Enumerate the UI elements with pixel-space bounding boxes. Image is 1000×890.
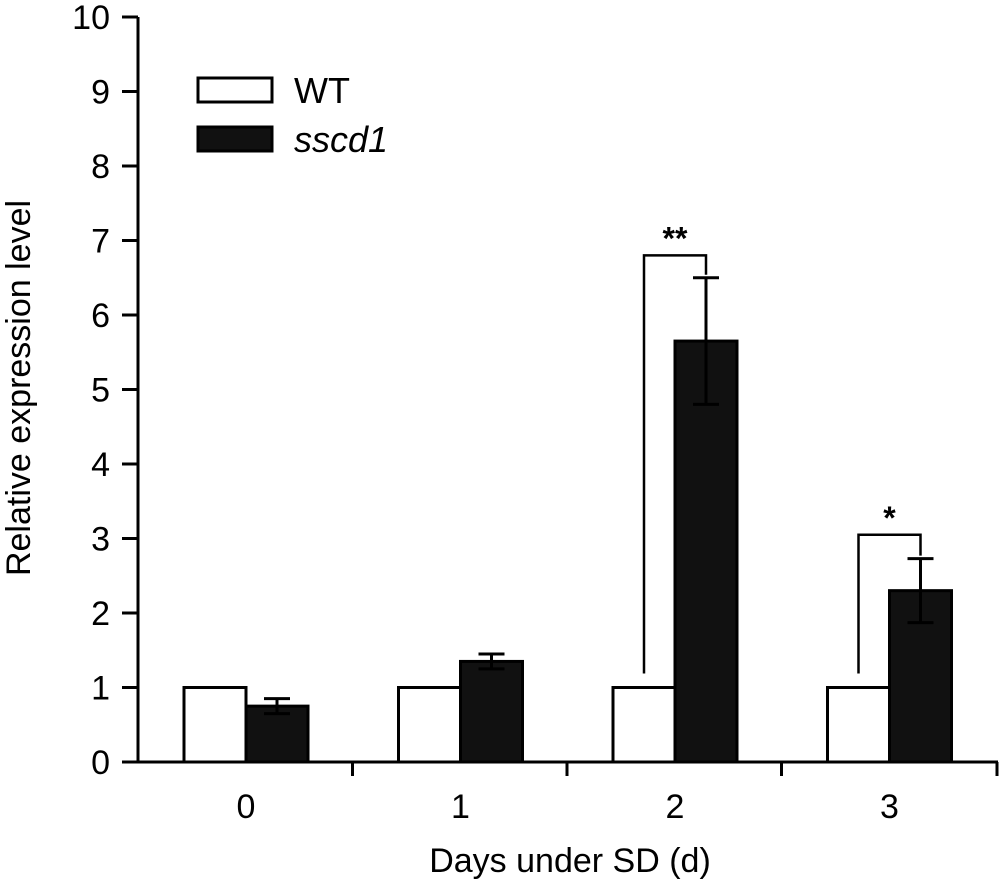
y-tick-label: 0 — [91, 744, 110, 782]
y-tick-label: 8 — [91, 148, 110, 186]
x-tick-label: 1 — [451, 788, 470, 826]
significance-layer: *** — [642, 220, 922, 674]
y-axis-title: Relative expression level — [0, 200, 38, 576]
x-tick-label: 2 — [666, 788, 685, 826]
bar-WT-3 — [826, 686, 891, 764]
y-tick-label: 1 — [91, 670, 110, 708]
error-bar-sscd1-2 — [693, 276, 719, 406]
y-tick-label: 2 — [91, 595, 110, 633]
y-tick-label: 10 — [72, 0, 110, 37]
error-bar-sscd1-3 — [907, 557, 934, 625]
bar-WT-2 — [611, 686, 677, 764]
bar-sscd1-2 — [673, 339, 739, 764]
axes-layer: 0 1 2 3 4 5 6 7 8 9 10 0 1 2 3 — [72, 0, 999, 826]
y-tick-label: 4 — [91, 446, 110, 484]
bar-sscd1-1 — [459, 659, 524, 764]
legend-label-sscd1: sscd1 — [294, 119, 388, 160]
error-bar-sscd1-1 — [478, 652, 505, 671]
legend: WT sscd1 — [196, 70, 388, 160]
significance-label: ** — [663, 220, 688, 256]
error-bar-sscd1-0 — [264, 697, 290, 716]
significance-label: * — [883, 500, 896, 536]
legend-label-WT: WT — [294, 70, 350, 111]
legend-swatch-sscd1 — [196, 125, 274, 153]
y-tick-label: 6 — [91, 297, 110, 335]
error-bars-layer — [264, 276, 934, 716]
x-axis-title: Days under SD (d) — [429, 842, 711, 880]
significance-bracket — [642, 254, 708, 674]
y-tick-label: 7 — [91, 223, 110, 261]
bars-layer — [182, 339, 953, 764]
significance-bracket — [857, 533, 922, 674]
y-tick-label: 9 — [91, 74, 110, 112]
x-tick-label: 0 — [237, 788, 256, 826]
legend-swatch-WT — [196, 76, 274, 104]
x-tick-label: 3 — [880, 788, 899, 826]
bar-WT-1 — [397, 686, 462, 764]
y-tick-label: 5 — [91, 372, 110, 410]
bar-WT-0 — [182, 686, 248, 764]
y-tick-label: 3 — [91, 521, 110, 559]
